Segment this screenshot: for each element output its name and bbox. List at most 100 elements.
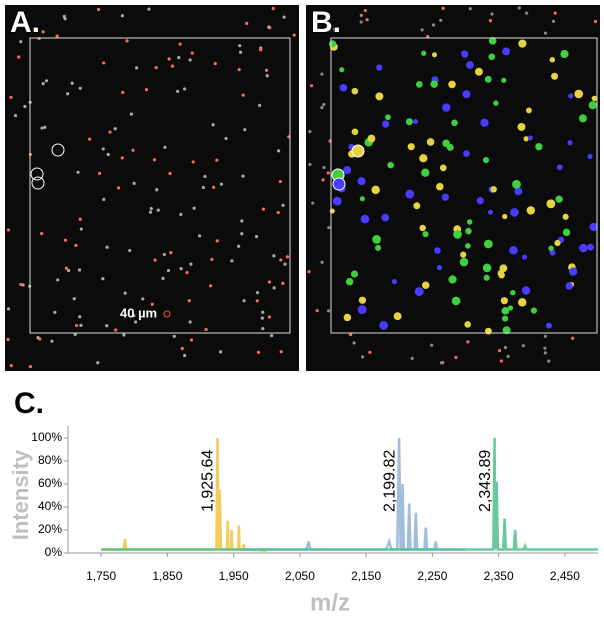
cell — [405, 118, 413, 126]
cell — [549, 249, 556, 256]
cell — [211, 123, 215, 127]
x-tick-label: 2,450 — [550, 569, 580, 583]
cell — [128, 248, 132, 253]
cell — [543, 351, 547, 355]
x-tick-label: 2,150 — [351, 569, 381, 583]
cell — [499, 359, 503, 363]
cell — [360, 355, 365, 359]
cell — [189, 262, 193, 266]
y-tick-label: 80% — [38, 453, 62, 467]
cell — [549, 57, 556, 63]
cell — [63, 238, 68, 242]
cell — [593, 19, 598, 24]
cell — [53, 310, 57, 314]
cell — [448, 275, 457, 284]
cell — [465, 243, 471, 249]
cell — [480, 118, 489, 127]
cell — [192, 206, 196, 210]
cell — [503, 345, 508, 350]
cell — [543, 346, 547, 350]
cell — [441, 193, 450, 201]
cell — [326, 171, 330, 175]
cell — [410, 356, 414, 360]
cell — [451, 296, 461, 306]
cell — [255, 291, 260, 295]
y-tick-label: 100% — [31, 430, 62, 444]
cell — [546, 199, 556, 209]
cell — [412, 118, 418, 125]
cell — [574, 89, 584, 99]
cell — [359, 13, 363, 17]
cell — [587, 153, 593, 160]
cell — [219, 182, 224, 186]
cell — [13, 113, 18, 118]
cell — [352, 341, 356, 345]
cell — [462, 90, 471, 99]
cell — [553, 11, 557, 15]
cell — [88, 137, 92, 141]
cell — [135, 66, 139, 70]
cell — [197, 234, 202, 238]
cell — [170, 64, 175, 68]
cell — [484, 327, 492, 335]
cell — [349, 333, 353, 337]
cell — [285, 255, 290, 259]
cell — [241, 174, 245, 178]
cell — [448, 80, 456, 89]
cell — [172, 334, 176, 338]
cell — [464, 321, 471, 328]
cell — [292, 33, 296, 37]
cell — [465, 227, 472, 235]
x-tick-label: 1,950 — [219, 569, 249, 583]
x-tick-label: 2,050 — [285, 569, 315, 583]
cell — [168, 171, 172, 176]
peak-label: 2,199.82 — [381, 450, 398, 512]
cell — [320, 72, 324, 76]
cell — [167, 57, 171, 61]
cell — [460, 251, 467, 258]
cell — [9, 364, 13, 368]
cell — [419, 154, 428, 163]
cell — [483, 274, 490, 281]
cell — [591, 95, 598, 102]
cell — [28, 365, 33, 369]
cell — [545, 322, 552, 329]
spectrum — [101, 437, 267, 552]
cell — [230, 259, 234, 263]
cell — [279, 258, 283, 262]
cell — [6, 337, 10, 342]
cell — [482, 156, 490, 164]
cell — [243, 128, 247, 132]
plot: 0% 20% 40% 60% 80% 100% 1,750 1,850 1,950 2,050 2,… — [31, 426, 598, 583]
cell — [120, 156, 124, 160]
cell — [359, 196, 365, 202]
cell — [555, 195, 563, 203]
cell — [102, 197, 106, 201]
cell — [568, 267, 578, 276]
roi-a — [29, 37, 291, 334]
cell — [589, 222, 598, 232]
cell — [204, 327, 208, 332]
cell — [122, 333, 126, 337]
cell — [320, 106, 324, 110]
cell — [308, 162, 312, 167]
cell — [357, 177, 366, 186]
cell — [376, 64, 383, 71]
cell — [507, 305, 514, 311]
cell — [72, 297, 76, 301]
x-tick-label: 2,250 — [417, 569, 447, 583]
cell — [431, 23, 436, 27]
cell — [261, 310, 265, 314]
cell — [436, 182, 444, 191]
cell — [50, 339, 54, 343]
peak-label: 2,343.89 — [477, 450, 494, 512]
cell — [554, 239, 561, 247]
cell — [484, 75, 492, 83]
cell — [132, 314, 136, 318]
cell — [372, 234, 382, 244]
cell — [502, 315, 509, 322]
cell — [242, 299, 246, 303]
cell — [267, 280, 272, 284]
cell — [459, 257, 469, 267]
cell — [405, 189, 415, 199]
